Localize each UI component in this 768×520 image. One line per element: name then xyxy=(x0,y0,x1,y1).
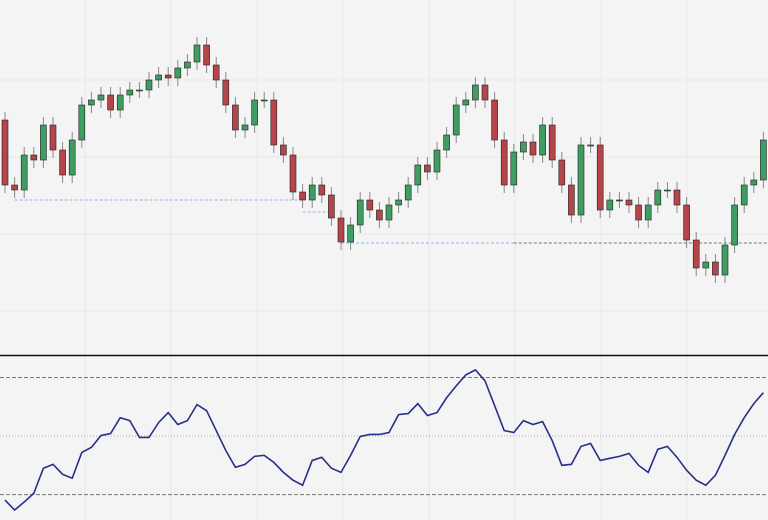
candle-body xyxy=(222,79,230,106)
candle-body xyxy=(472,84,479,101)
candle-body xyxy=(750,179,758,186)
candle-body xyxy=(635,204,642,221)
candle-body xyxy=(520,141,527,153)
candle-body xyxy=(212,64,220,81)
candle-body xyxy=(395,199,402,206)
candle-body xyxy=(155,74,162,81)
candle-body xyxy=(232,104,239,131)
candle-body xyxy=(577,144,585,216)
candle-body xyxy=(443,134,450,151)
candle-body xyxy=(433,149,441,173)
candle-body xyxy=(337,217,345,243)
candle-body xyxy=(116,94,124,111)
candle-body xyxy=(664,189,671,192)
candle-body xyxy=(356,199,364,226)
candle-body xyxy=(328,194,335,219)
oscillator-line xyxy=(4,368,765,512)
candle-body xyxy=(721,244,729,276)
candle-body xyxy=(587,144,594,147)
candle-body xyxy=(500,139,508,186)
candle-body xyxy=(673,189,681,206)
candle-body xyxy=(107,94,114,111)
candle-body xyxy=(568,184,575,216)
candle-body xyxy=(529,141,537,156)
candle-body xyxy=(683,204,690,241)
candle-body xyxy=(308,184,316,201)
candle-body xyxy=(280,144,287,156)
candle-body xyxy=(59,149,66,176)
candle-body xyxy=(203,44,210,66)
candle-body xyxy=(20,154,28,191)
candle-body xyxy=(78,104,86,141)
candle-body xyxy=(88,99,95,106)
candle-body xyxy=(424,164,431,173)
candle-body xyxy=(692,239,700,269)
candle-body xyxy=(136,89,143,92)
candle-body xyxy=(491,99,498,141)
candle-body xyxy=(11,184,18,191)
candle-body xyxy=(68,139,76,176)
candle-body xyxy=(616,199,623,202)
candle-body xyxy=(40,124,47,161)
candle-body xyxy=(625,199,633,206)
candle-body xyxy=(644,204,652,221)
candle-body xyxy=(548,124,556,161)
candle-body xyxy=(702,261,710,269)
candle-body xyxy=(760,139,767,181)
candle-body xyxy=(376,209,383,221)
candle-body xyxy=(654,189,662,206)
candle-body xyxy=(731,204,738,246)
candle-body xyxy=(318,184,326,196)
candle-body xyxy=(241,124,249,131)
candle-body xyxy=(289,154,297,193)
candle-body xyxy=(347,224,354,243)
candle-body xyxy=(126,89,134,96)
candle-body xyxy=(539,124,546,156)
candle-body xyxy=(30,154,38,161)
candle-body xyxy=(145,79,153,91)
candle-body xyxy=(558,159,566,186)
candle-body xyxy=(193,44,201,63)
candle-body xyxy=(299,191,306,201)
candle-body xyxy=(184,61,191,69)
candle-body xyxy=(740,184,748,206)
candle-body xyxy=(606,199,614,211)
candle-body xyxy=(712,261,719,276)
candle-body xyxy=(164,74,172,79)
candle-body xyxy=(414,164,422,186)
candle-body xyxy=(174,67,182,79)
candle-body xyxy=(260,99,268,102)
candle-body xyxy=(49,124,57,151)
candle-body xyxy=(462,99,470,106)
candle-body xyxy=(366,199,374,211)
candle-body xyxy=(481,84,489,101)
candle-body xyxy=(1,119,9,186)
candle-body xyxy=(452,104,460,136)
candle-body xyxy=(97,94,105,101)
candle-body xyxy=(596,144,604,211)
candle-body xyxy=(270,99,278,146)
candle-body xyxy=(251,99,258,126)
candle-body xyxy=(404,184,412,201)
candle-body xyxy=(385,204,393,221)
candle-body xyxy=(510,151,518,186)
